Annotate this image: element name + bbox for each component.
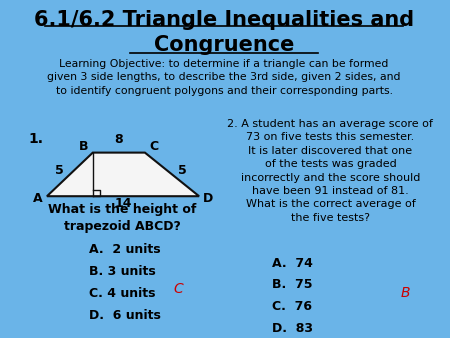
Text: D: D — [203, 192, 213, 205]
Text: B: B — [79, 140, 88, 153]
Text: 8: 8 — [115, 133, 123, 146]
Text: A: A — [33, 192, 43, 205]
Text: C: C — [149, 140, 159, 153]
Text: 5: 5 — [178, 164, 187, 177]
Text: D.  83: D. 83 — [272, 322, 313, 335]
Text: 1.: 1. — [28, 131, 43, 146]
Text: 5: 5 — [55, 164, 64, 177]
Text: C. 4 units: C. 4 units — [89, 287, 155, 300]
Text: C.  76: C. 76 — [272, 300, 312, 313]
Text: C: C — [173, 283, 183, 296]
Text: What is the height of
trapezoid ABCD?: What is the height of trapezoid ABCD? — [48, 203, 196, 233]
Text: D.  6 units: D. 6 units — [89, 309, 161, 321]
Polygon shape — [47, 153, 199, 196]
Text: 14: 14 — [114, 197, 132, 210]
Text: 2. A student has an average score of
73 on five tests this semester.
It is later: 2. A student has an average score of 73 … — [227, 119, 433, 223]
Text: 6.1/6.2 Triangle Inequalities and: 6.1/6.2 Triangle Inequalities and — [34, 10, 414, 30]
Text: Learning Objective: to determine if a triangle can be formed
given 3 side length: Learning Objective: to determine if a tr… — [47, 59, 401, 96]
Text: B. 3 units: B. 3 units — [89, 265, 155, 278]
Text: B.  75: B. 75 — [272, 279, 313, 291]
Text: Congruence: Congruence — [154, 35, 294, 55]
Text: A.  74: A. 74 — [272, 257, 313, 270]
Text: A.  2 units: A. 2 units — [89, 243, 160, 256]
Text: B: B — [400, 286, 410, 300]
